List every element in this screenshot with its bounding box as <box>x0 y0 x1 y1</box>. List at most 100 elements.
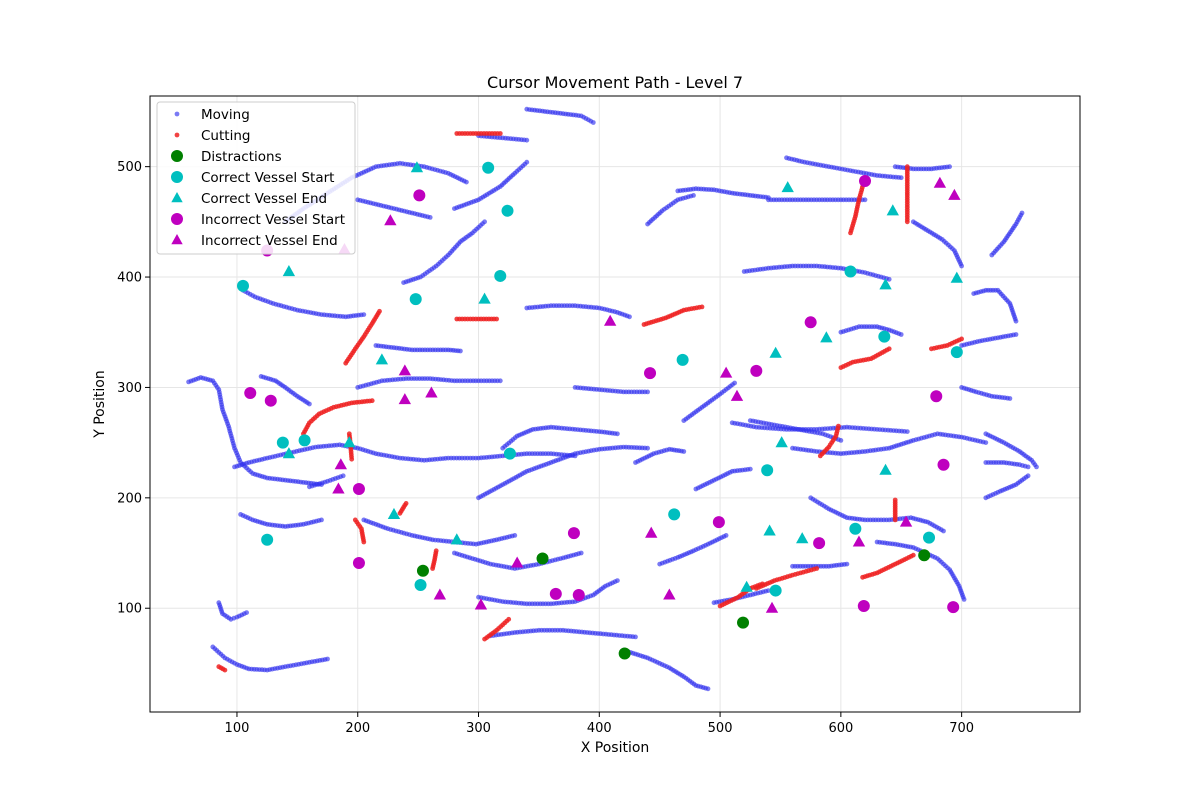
vessel-start-marker <box>276 436 289 449</box>
path-point <box>838 438 844 443</box>
path-point <box>681 449 687 454</box>
path-point <box>494 316 499 322</box>
path-point <box>497 378 503 384</box>
vessel-start-marker <box>549 587 562 600</box>
path-point <box>898 332 904 337</box>
path-point <box>403 501 409 506</box>
vessel-start-marker <box>930 390 943 403</box>
path-point <box>361 312 367 317</box>
vessel-end-marker <box>603 314 617 326</box>
vessel-start-marker <box>769 584 782 597</box>
y-tick-label: 300 <box>117 381 142 396</box>
x-tick-label: 500 <box>708 721 733 736</box>
vessel-end-marker <box>343 436 356 448</box>
vessel-start-marker <box>923 531 936 544</box>
vessel-start-marker <box>244 386 257 399</box>
path-point <box>369 398 375 404</box>
legend-entry: Incorrect Vessel End <box>171 233 338 249</box>
path-point <box>886 346 892 352</box>
path-point <box>482 219 487 225</box>
x-axis-label: X Position <box>581 740 650 756</box>
distraction-marker <box>618 647 631 660</box>
vessel-end-marker <box>387 507 401 519</box>
legend-marker <box>174 132 180 138</box>
vessel-end-marker <box>510 556 524 568</box>
vessel-start-marker <box>849 522 862 535</box>
legend-marker <box>171 234 183 245</box>
vessel-end-marker <box>899 515 913 527</box>
path-point <box>705 686 711 692</box>
path-point <box>699 304 705 310</box>
vessel-start-marker <box>844 265 857 278</box>
vessel-end-marker <box>879 278 892 290</box>
y-tick-label: 200 <box>117 491 142 506</box>
vessel-end-marker <box>769 346 782 358</box>
path-point <box>590 120 596 125</box>
y-axis-label: Y Position <box>92 370 108 439</box>
vessel-start-marker <box>813 537 826 550</box>
vessel-start-marker <box>414 579 427 592</box>
vessel-start-marker <box>878 330 891 343</box>
path-point <box>633 634 638 640</box>
path-point <box>814 566 820 571</box>
x-tick-label: 400 <box>587 721 612 736</box>
vessel-end-marker <box>384 214 397 226</box>
path-point <box>892 517 898 523</box>
legend-label: Distractions <box>201 149 282 165</box>
vessel-end-marker <box>433 588 447 600</box>
legend-label: Incorrect Vessel Start <box>201 212 345 228</box>
distraction-marker <box>416 564 429 577</box>
vessel-start-marker <box>761 464 774 477</box>
path-point <box>433 548 439 554</box>
distraction-marker <box>737 616 750 629</box>
vessel-end-marker <box>474 598 488 610</box>
vessel-start-marker <box>237 279 249 292</box>
path-point <box>319 517 324 523</box>
path-point <box>723 533 729 538</box>
vessel-end-marker <box>765 601 779 613</box>
legend-label: Moving <box>201 107 250 123</box>
legend-label: Incorrect Vessel End <box>201 233 338 249</box>
vessel-end-marker <box>781 181 794 193</box>
path-point <box>1025 473 1031 479</box>
path-point <box>898 175 904 181</box>
legend-entry: Cutting <box>174 128 250 144</box>
path-point <box>959 263 964 269</box>
legend-box <box>156 101 356 255</box>
path-point <box>361 539 367 545</box>
path-point <box>1013 318 1019 324</box>
path-point <box>1013 332 1019 337</box>
vessel-start-marker <box>937 458 950 471</box>
vessel-end-marker <box>740 580 753 592</box>
vessel-start-marker <box>668 508 681 521</box>
vessel-start-marker <box>352 556 365 569</box>
vessel-end-marker <box>425 386 438 398</box>
path-point <box>645 389 650 395</box>
legend-label: Correct Vessel Start <box>201 170 334 186</box>
path-point <box>766 588 771 593</box>
path-point <box>615 578 620 583</box>
vessel-end-marker <box>948 188 961 200</box>
path-point <box>959 336 964 342</box>
path-point <box>747 466 753 472</box>
vessel-end-marker <box>663 588 676 600</box>
path-point <box>1007 396 1013 401</box>
path-point <box>244 610 250 615</box>
legend-entry: Distractions <box>171 149 282 165</box>
vessel-end-marker <box>450 533 463 545</box>
vessel-start-marker <box>482 161 495 174</box>
path-point <box>377 308 382 314</box>
x-tick-label: 100 <box>225 721 250 736</box>
path-point <box>1019 210 1025 216</box>
series-incorrect-vessel-end <box>332 176 961 613</box>
legend-marker <box>171 192 183 203</box>
vessel-end-marker <box>775 436 788 448</box>
vessel-end-marker <box>796 532 809 544</box>
legend-label: Cutting <box>201 128 250 144</box>
path-point <box>458 348 463 354</box>
path-point <box>222 667 228 673</box>
series-distractions <box>416 549 931 660</box>
path-point <box>645 445 650 451</box>
path-point <box>464 179 469 185</box>
series-incorrect-vessel-start <box>244 175 960 614</box>
